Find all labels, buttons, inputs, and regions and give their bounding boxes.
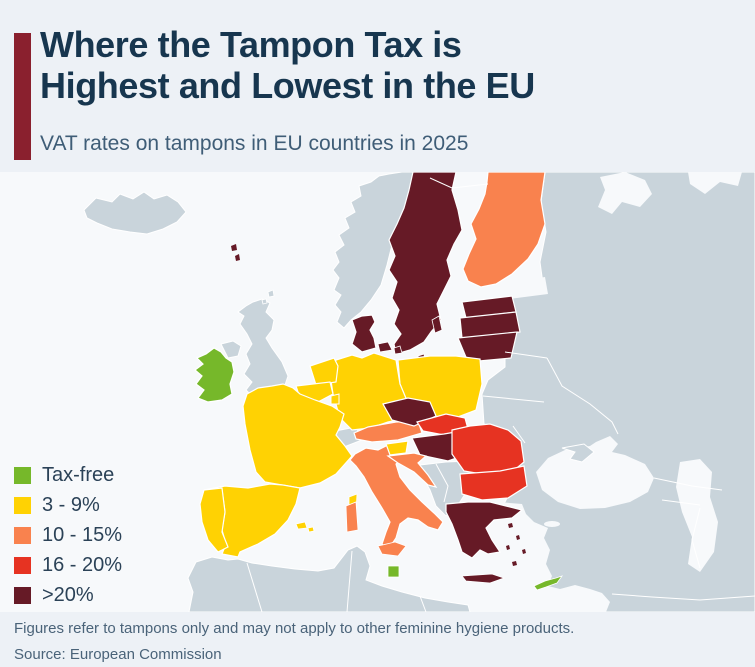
non-eu-border-lines: [246, 177, 755, 612]
country-greece-crete: [461, 573, 506, 584]
legend-label-taxfree: Tax-free: [42, 463, 115, 486]
border-algeria-tunisia: [346, 550, 353, 612]
country-romania: [451, 423, 525, 476]
source: Source: European Commission: [14, 646, 222, 663]
country-france: [242, 383, 353, 489]
border-turkey-east: [691, 507, 701, 569]
country-lithuania: [457, 331, 518, 363]
country-italy-sardinia: [345, 501, 359, 533]
legend-label-16-20: 16 - 20%: [42, 553, 123, 576]
title-line-1: Where the Tampon Tax is: [40, 24, 462, 65]
country-spain-mallorca: [295, 521, 308, 530]
barents-sea: [688, 172, 742, 194]
page-subtitle: VAT rates on tampons in EU countries in …: [40, 132, 469, 155]
country-latvia: [459, 311, 521, 339]
legend-label-3-9: 3 - 9%: [42, 493, 100, 516]
border-russia-ukraine: [546, 357, 619, 435]
country-netherlands: [309, 357, 339, 386]
page-title: Where the Tampon Tax is Highest and Lowe…: [40, 24, 740, 106]
country-greece-island-3: [506, 545, 510, 550]
legend-item-16-20: 16 - 20%: [14, 550, 122, 580]
region-iceland: [83, 191, 187, 235]
country-ireland: [194, 347, 235, 403]
legend-swatch-3-9: [14, 496, 31, 514]
footnote: Figures refer to tampons only and may no…: [14, 620, 575, 637]
country-sweden-gotland: [431, 315, 443, 334]
title-line-2: Highest and Lowest in the EU: [40, 65, 535, 106]
border-russia-belarus: [504, 351, 548, 359]
sea-of-marmara: [544, 521, 560, 527]
country-greece-island-1: [508, 523, 513, 528]
country-greece: [445, 501, 524, 559]
accent-bar: [14, 33, 31, 160]
legend-item-taxfree: Tax-free: [14, 460, 122, 490]
region-orkney: [261, 298, 268, 305]
mediterranean-east: [520, 585, 610, 612]
region-shetland: [267, 289, 275, 298]
border-morocco-algeria: [246, 562, 263, 612]
legend-swatch-10-15: [14, 526, 31, 544]
country-austria: [353, 420, 423, 443]
country-bulgaria: [459, 465, 528, 501]
country-greece-island-5: [512, 561, 517, 566]
country-croatia: [386, 452, 438, 488]
border-caucasus-north: [653, 477, 723, 491]
legend-item-over-20: >20%: [14, 580, 122, 610]
map-legend: Tax-free 3 - 9% 10 - 15% 16 - 20% >20%: [14, 460, 122, 610]
country-denmark-funen: [393, 345, 403, 355]
country-cyprus: [533, 575, 564, 591]
legend-item-3-9: 3 - 9%: [14, 490, 122, 520]
border-caucasus-south: [661, 499, 701, 506]
region-crimea: [561, 443, 595, 463]
border-norway-finland: [429, 177, 489, 189]
region-northern-ireland: [220, 340, 242, 359]
legend-item-10-15: 10 - 15%: [14, 520, 122, 550]
country-denmark: [351, 314, 377, 353]
caspian-sea: [676, 459, 718, 572]
country-denmark-faroe-2: [235, 254, 240, 261]
country-sweden: [388, 172, 463, 355]
legend-swatch-taxfree: [14, 466, 31, 484]
europe-choropleth-map: Tax-free 3 - 9% 10 - 15% 16 - 20% >20%: [0, 172, 755, 612]
gulf-of-finland: [455, 277, 548, 305]
black-sea: [536, 436, 654, 509]
region-north-africa: [187, 545, 471, 612]
legend-label-10-15: 10 - 15%: [42, 523, 123, 546]
white-sea: [598, 172, 652, 214]
country-finland: [462, 172, 546, 288]
legend-swatch-16-20: [14, 556, 31, 574]
footer: Figures refer to tampons only and may no…: [14, 616, 744, 667]
country-greece-island-4: [522, 549, 526, 554]
border-libya: [419, 595, 427, 612]
legend-label-over-20: >20%: [42, 583, 94, 606]
country-czechia: [382, 397, 437, 427]
border-turkey-syria: [611, 593, 755, 601]
border-moldova: [512, 425, 526, 444]
map-svg: [0, 172, 755, 612]
legend-swatch-over-20: [14, 586, 31, 604]
country-luxembourg: [330, 393, 340, 405]
border-belarus-ukraine: [482, 395, 545, 403]
country-denmark-zealand: [377, 341, 393, 353]
country-malta: [387, 565, 400, 578]
country-spain-ibiza: [307, 526, 315, 533]
country-portugal: [199, 487, 229, 553]
country-slovenia: [385, 440, 409, 456]
country-greece-island-2: [516, 535, 520, 540]
border-bosnia-serbia: [435, 463, 449, 503]
country-denmark-faroe-1: [231, 244, 237, 251]
country-italy-sicily: [377, 541, 407, 557]
